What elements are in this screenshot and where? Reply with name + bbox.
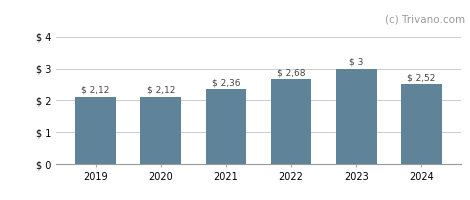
Text: $ 3: $ 3 <box>349 58 363 67</box>
Bar <box>206 89 246 164</box>
Text: $ 2,68: $ 2,68 <box>277 68 306 77</box>
Text: $ 2,12: $ 2,12 <box>147 86 175 95</box>
Text: $ 2,52: $ 2,52 <box>407 73 436 82</box>
Text: $ 2,12: $ 2,12 <box>81 86 110 95</box>
Bar <box>75 97 116 164</box>
Bar <box>401 84 442 164</box>
Bar <box>336 69 376 164</box>
Text: (c) Trivano.com: (c) Trivano.com <box>385 14 465 24</box>
Text: $ 2,36: $ 2,36 <box>212 78 240 87</box>
Bar <box>271 79 311 164</box>
Bar <box>141 97 181 164</box>
